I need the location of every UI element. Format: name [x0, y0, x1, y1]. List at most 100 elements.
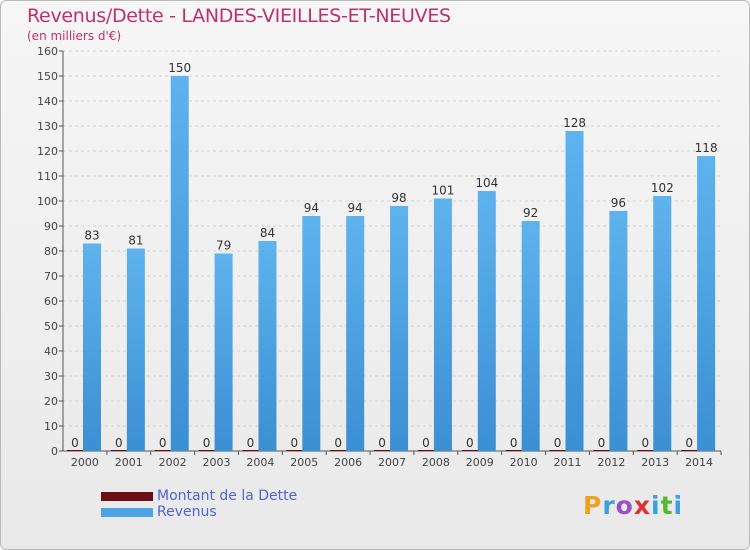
- data-label-dette: 0: [641, 436, 649, 450]
- data-label-revenus: 81: [128, 234, 143, 248]
- x-tick-label: 2010: [510, 456, 538, 469]
- x-tick-label: 2011: [553, 456, 581, 469]
- y-tick-label: 150: [37, 70, 58, 83]
- bar-revenus: [565, 131, 584, 451]
- data-label-dette: 0: [554, 436, 562, 450]
- bars: [67, 76, 716, 451]
- bar-dette: [461, 450, 478, 451]
- logo-letter: o: [615, 491, 634, 520]
- logo-letter: i: [673, 491, 684, 520]
- logo-letter: t: [660, 491, 674, 520]
- bar-dette: [593, 450, 610, 451]
- data-label-revenus: 98: [391, 191, 406, 205]
- x-tick-label: 2012: [597, 456, 625, 469]
- bar-revenus: [433, 198, 452, 451]
- data-label-revenus: 128: [563, 116, 586, 130]
- y-tick-label: 100: [37, 195, 58, 208]
- bar-revenus: [126, 248, 145, 451]
- legend-label-dette: Montant de la Dette: [157, 488, 298, 504]
- bar-dette: [67, 450, 83, 451]
- y-tick-label: 40: [44, 345, 58, 358]
- bar-dette: [374, 450, 391, 451]
- bar-dette: [110, 450, 127, 451]
- bar-revenus: [214, 253, 233, 451]
- data-label-revenus: 79: [216, 239, 231, 253]
- data-label-dette: 0: [334, 436, 342, 450]
- bar-dette: [549, 450, 566, 451]
- data-label-revenus: 118: [695, 141, 718, 155]
- y-tick-label: 10: [44, 420, 58, 433]
- data-label-revenus: 83: [84, 229, 99, 243]
- bar-dette: [154, 450, 171, 451]
- y-tick-label: 70: [44, 270, 58, 283]
- x-tick-label: 2013: [641, 456, 669, 469]
- y-tick-labels: 0 10 20 30 40 50 60 70 80 90 100 110 120 130 140 150 160: [37, 45, 58, 458]
- x-tick-label: 2007: [378, 456, 406, 469]
- x-tick-labels: 2000 2001 2002 2003 2004 2005 2006 2007 2008 2009…: [71, 456, 713, 469]
- data-label-revenus: 92: [523, 206, 538, 220]
- data-label-dette: 0: [598, 436, 606, 450]
- data-label-dette: 0: [378, 436, 386, 450]
- logo-letter: i: [651, 491, 661, 520]
- bar-revenus: [390, 206, 409, 451]
- y-tick-label: 140: [37, 95, 58, 108]
- data-label-revenus: 101: [431, 184, 454, 198]
- bar-dette: [637, 450, 654, 451]
- logo-letter: P: [583, 491, 603, 520]
- data-label-revenus: 104: [475, 176, 498, 190]
- y-tick-label: 80: [44, 245, 58, 258]
- bar-revenus: [521, 221, 540, 451]
- x-tick-label: 2002: [159, 456, 187, 469]
- bar-dette: [505, 450, 522, 451]
- data-label-revenus: 150: [168, 61, 191, 75]
- logo-letter: r: [602, 491, 616, 520]
- legend: Montant de la Dette Revenus: [101, 488, 297, 520]
- data-label-revenus: 102: [651, 181, 674, 195]
- legend-item-dette: Montant de la Dette: [101, 488, 297, 504]
- data-label-dette: 0: [291, 436, 299, 450]
- y-tick-label: 60: [44, 295, 58, 308]
- bar-revenus: [302, 216, 321, 451]
- bar-revenus: [609, 211, 628, 451]
- legend-label-revenus: Revenus: [157, 504, 217, 520]
- y-tick-label: 50: [44, 320, 58, 333]
- y-tick-label: 130: [37, 120, 58, 133]
- y-tick-label: 30: [44, 370, 58, 383]
- proxiti-logo: Proxiti: [583, 491, 683, 520]
- data-label-dette: 0: [685, 436, 693, 450]
- x-tick-label: 2005: [290, 456, 318, 469]
- y-tick-label: 0: [51, 445, 58, 458]
- bar-revenus: [83, 243, 101, 451]
- bar-revenus: [697, 156, 716, 451]
- y-tick-label: 20: [44, 395, 58, 408]
- data-label-revenus: 94: [348, 201, 363, 215]
- data-label-dette: 0: [115, 436, 123, 450]
- bar-dette: [242, 450, 259, 451]
- bar-dette: [417, 450, 434, 451]
- data-label-dette: 0: [203, 436, 211, 450]
- chart-subtitle: (en milliers d'€): [27, 29, 122, 43]
- bar-revenus: [170, 76, 189, 451]
- bar-revenus: [653, 196, 672, 451]
- data-label-dette: 0: [71, 436, 79, 450]
- y-tick-label: 160: [37, 45, 58, 58]
- data-label-revenus: 96: [611, 196, 626, 210]
- bar-dette: [330, 450, 347, 451]
- bar-revenus: [258, 241, 277, 451]
- data-labels: 0 83 0 81 0 150 0 79 0 84 0 94 0 94 0 98 0 101 0 104 0 92 0 128…: [71, 61, 717, 450]
- x-tick-label: 2008: [422, 456, 450, 469]
- legend-item-revenus: Revenus: [101, 504, 297, 520]
- x-tick-label: 2001: [115, 456, 143, 469]
- x-tick-label: 2009: [466, 456, 494, 469]
- data-label-dette: 0: [510, 436, 518, 450]
- x-tick-label: 2004: [246, 456, 274, 469]
- x-tick-label: 2003: [203, 456, 231, 469]
- data-label-dette: 0: [422, 436, 430, 450]
- data-label-dette: 0: [159, 436, 167, 450]
- data-label-revenus: 94: [304, 201, 319, 215]
- y-tick-label: 120: [37, 145, 58, 158]
- y-tick-label: 90: [44, 220, 58, 233]
- bar-dette: [681, 450, 698, 451]
- x-tick-label: 2014: [685, 456, 713, 469]
